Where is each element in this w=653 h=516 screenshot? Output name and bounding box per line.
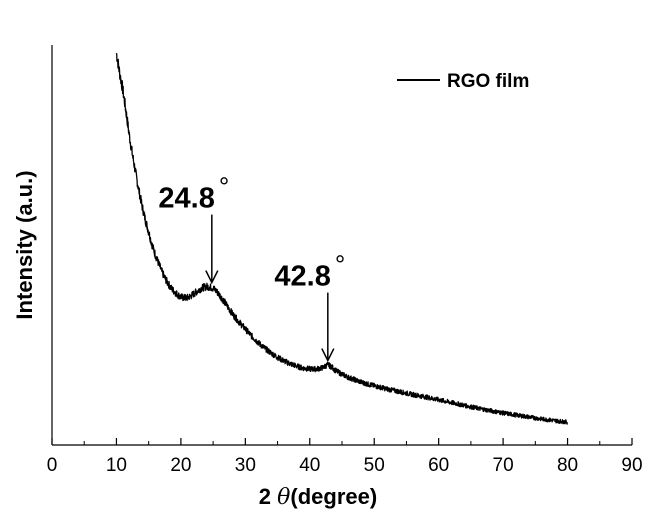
x-tick-label: 50 xyxy=(364,455,385,476)
peak-label-degree: ° xyxy=(335,250,345,280)
peak-label-value: 24.8 xyxy=(158,183,214,215)
x-tick-labels: 0 10 20 30 40 50 60 70 80 90 xyxy=(47,455,643,476)
plot-frame xyxy=(51,45,632,446)
y-axis-title: Intensity (a.u.) xyxy=(12,170,37,319)
series-group xyxy=(115,52,568,425)
peak-label: 42.8 ° xyxy=(274,250,345,293)
x-ticks xyxy=(51,438,633,445)
x-axis-title: 2 θ(degree) xyxy=(259,484,377,510)
x-axis-title-prefix: 2 xyxy=(259,484,277,509)
legend-label-rgo-film: RGO film xyxy=(447,71,529,92)
x-tick-label: 30 xyxy=(235,455,256,476)
theta-symbol: θ xyxy=(277,485,290,510)
peak-label-value: 42.8 xyxy=(274,261,330,293)
annotations: 24.8 °42.8 ° xyxy=(158,172,345,363)
x-tick-label: 40 xyxy=(299,455,320,476)
x-tick-label: 10 xyxy=(106,455,127,476)
x-tick-label: 70 xyxy=(493,455,514,476)
x-tick-label: 90 xyxy=(621,455,642,476)
x-tick-label: 60 xyxy=(428,455,449,476)
peak-label: 24.8 ° xyxy=(158,172,229,215)
legend: RGO film xyxy=(397,71,529,92)
x-tick-label: 0 xyxy=(47,455,58,476)
x-axis-title-suffix: (degree) xyxy=(290,484,377,509)
series-line-rgo-film xyxy=(115,52,568,425)
peak-arrow-head xyxy=(205,270,219,285)
peak-arrow-head xyxy=(321,348,335,363)
x-tick-label: 80 xyxy=(557,455,578,476)
peak-label-degree: ° xyxy=(219,172,229,202)
x-tick-label: 20 xyxy=(170,455,191,476)
